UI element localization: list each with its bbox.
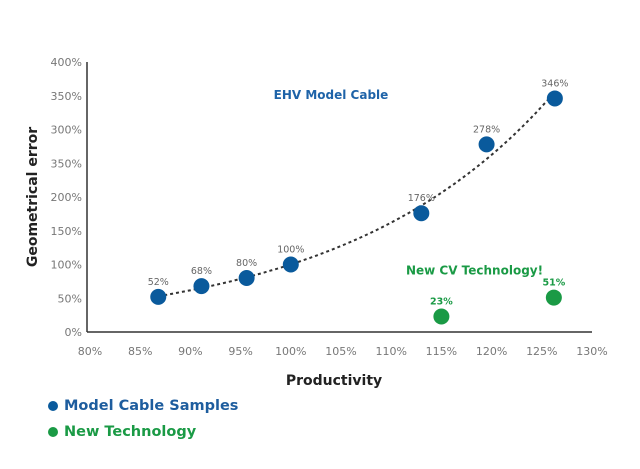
x-tick-label: 90% (178, 345, 202, 358)
x-tick-labels: 80% 85% 90% 95% 100% 105% 110% 115% 120% 125% 130% (78, 345, 608, 358)
x-tick-label: 115% (426, 345, 457, 358)
data-label: 51% (542, 278, 565, 289)
legend-item-model-cable-samples: Model Cable Samples (48, 398, 238, 414)
annotation-ehv-model-cable: EHV Model Cable (274, 88, 389, 102)
y-tick-label: 100% (51, 259, 82, 272)
y-tick-label: 350% (51, 157, 82, 170)
x-tick-label: 85% (128, 345, 152, 358)
y-tick-label: 350% (51, 90, 82, 103)
trendline (158, 91, 556, 298)
data-label: 23% (430, 296, 453, 307)
legend-marker-icon (48, 401, 58, 411)
model-cable-point (238, 270, 255, 286)
y-axis-label: Geometrical error (25, 127, 41, 267)
x-tick-label: 110% (375, 345, 406, 358)
y-tick-label: 0% (65, 326, 82, 339)
model-cable-point (282, 256, 299, 273)
legend-label: New Technology (64, 424, 197, 440)
data-label: 100% (277, 245, 304, 256)
model-cable-point (413, 205, 430, 222)
annotations: EHV Model Cable New CV Technology! (274, 88, 543, 278)
x-tick-label: 105% (325, 345, 356, 358)
y-tick-label: 150% (51, 225, 82, 238)
data-label: 80% (236, 258, 257, 269)
x-tick-label: 130% (576, 345, 607, 358)
model-cable-point (150, 288, 167, 305)
y-tick-label: 50% (58, 292, 82, 305)
x-tick-label: 95% (228, 345, 252, 358)
y-tick-label: 200% (51, 191, 82, 204)
data-points: 52% 68% 80% 100% 176% 278% 346% 23% 51% (148, 78, 568, 325)
legend-label: Model Cable Samples (64, 398, 239, 414)
legend-item-new-technology: New Technology (48, 424, 196, 440)
data-label: 68% (191, 266, 212, 277)
annotation-new-cv-technology: New CV Technology! (406, 264, 543, 278)
y-tick-label: 300% (51, 124, 82, 137)
data-label: 278% (473, 124, 500, 135)
y-tick-labels: 0% 50% 100% 150% 200% 350% 300% 350% 400% (51, 56, 82, 339)
x-tick-label: 125% (526, 345, 557, 358)
data-label: 176% (408, 193, 435, 204)
model-cable-point (546, 90, 563, 107)
model-cable-point (478, 136, 495, 153)
y-tick-label: 400% (51, 56, 82, 69)
x-axis-label: Productivity (286, 373, 382, 389)
new-technology-point (545, 289, 562, 306)
new-technology-point (433, 308, 450, 325)
x-tick-label: 100% (275, 345, 306, 358)
model-cable-point (193, 278, 210, 295)
legend-marker-icon (48, 427, 58, 437)
x-tick-label: 80% (78, 345, 102, 358)
data-label: 52% (148, 277, 169, 288)
axes (86, 62, 592, 333)
x-tick-label: 120% (476, 345, 507, 358)
data-label: 346% (541, 78, 568, 89)
